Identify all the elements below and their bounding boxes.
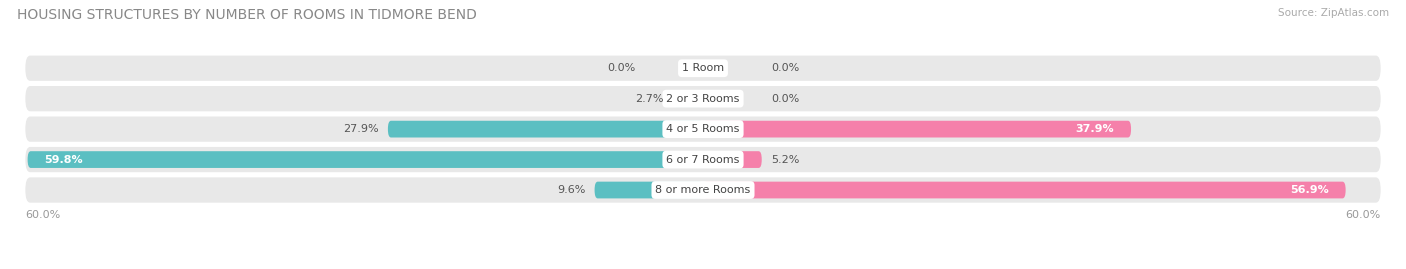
Text: 2 or 3 Rooms: 2 or 3 Rooms [666,94,740,104]
Text: 6 or 7 Rooms: 6 or 7 Rooms [666,155,740,165]
Text: 8 or more Rooms: 8 or more Rooms [655,185,751,195]
Text: 27.9%: 27.9% [343,124,378,134]
FancyBboxPatch shape [25,147,1381,172]
Text: 4 or 5 Rooms: 4 or 5 Rooms [666,124,740,134]
FancyBboxPatch shape [28,151,703,168]
FancyBboxPatch shape [25,177,1381,203]
Text: 2.7%: 2.7% [636,94,664,104]
FancyBboxPatch shape [25,56,1381,81]
FancyBboxPatch shape [703,182,1346,199]
Text: 5.2%: 5.2% [770,155,799,165]
FancyBboxPatch shape [703,151,762,168]
Text: 37.9%: 37.9% [1076,124,1114,134]
FancyBboxPatch shape [25,86,1381,111]
Text: 60.0%: 60.0% [1346,210,1381,220]
FancyBboxPatch shape [25,116,1381,142]
Text: HOUSING STRUCTURES BY NUMBER OF ROOMS IN TIDMORE BEND: HOUSING STRUCTURES BY NUMBER OF ROOMS IN… [17,8,477,22]
FancyBboxPatch shape [595,182,703,199]
Text: 0.0%: 0.0% [770,63,799,73]
Text: 0.0%: 0.0% [607,63,636,73]
FancyBboxPatch shape [388,121,703,137]
Text: 0.0%: 0.0% [770,94,799,104]
Text: 1 Room: 1 Room [682,63,724,73]
FancyBboxPatch shape [703,121,1130,137]
Text: 9.6%: 9.6% [557,185,585,195]
Legend: Owner-occupied, Renter-occupied: Owner-occupied, Renter-occupied [578,266,828,269]
Text: 59.8%: 59.8% [45,155,83,165]
FancyBboxPatch shape [672,90,703,107]
Text: 56.9%: 56.9% [1289,185,1329,195]
Text: 60.0%: 60.0% [25,210,60,220]
Text: Source: ZipAtlas.com: Source: ZipAtlas.com [1278,8,1389,18]
